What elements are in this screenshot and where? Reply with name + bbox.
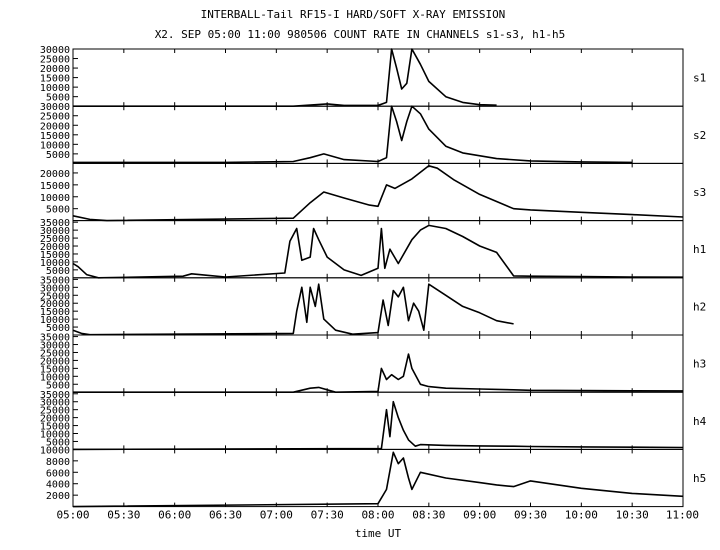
y-tick-label: 35000 [40, 333, 70, 344]
y-tick-label: 10000 [40, 372, 70, 383]
y-tick-label: 20000 [40, 121, 70, 132]
y-tick-label: 25000 [40, 291, 70, 302]
y-tick-label: 5000 [46, 323, 70, 334]
y-tick-label: 15000 [40, 131, 70, 142]
x-tick-label: 05:30 [107, 509, 140, 522]
y-tick-label: 5000 [46, 437, 70, 448]
chart-subtitle: X2. SEP 05:00 11:00 980506 COUNT RATE IN… [155, 28, 566, 41]
panel-label-h5: h5 [693, 472, 706, 485]
y-tick-label: 25000 [40, 234, 70, 245]
panel-label-s2: s2 [693, 129, 706, 142]
y-tick-label: 30000 [40, 341, 70, 352]
y-tick-label: 10000 [40, 83, 70, 94]
y-tick-label: 2000 [46, 491, 70, 502]
y-tick-label: 15000 [40, 422, 70, 433]
y-tick-label: 15000 [40, 181, 70, 192]
chart-title: INTERBALL-Tail RF15-I HARD/SOFT X-RAY EM… [201, 8, 506, 21]
y-tick-label: 25000 [40, 406, 70, 417]
series-line-s3 [72, 165, 684, 222]
panel-label-h1: h1 [693, 243, 706, 256]
y-tick-label: 5000 [46, 380, 70, 391]
y-tick-label: 20000 [40, 299, 70, 310]
x-tick-label: 06:30 [209, 509, 242, 522]
y-tick-label: 20000 [40, 64, 70, 75]
y-tick-label: 35000 [40, 275, 70, 286]
panel-label-h4: h4 [693, 415, 707, 428]
y-tick-label: 30000 [40, 45, 70, 56]
x-tick-label: 08:30 [412, 509, 445, 522]
y-tick-label: 5000 [46, 150, 70, 161]
panel-frame [72, 277, 684, 336]
y-tick-label: 25000 [40, 348, 70, 359]
panel-frame [72, 448, 684, 508]
panel-frame [72, 334, 684, 393]
series-line-s2 [73, 105, 633, 164]
panel-label-s3: s3 [693, 186, 706, 199]
y-tick-label: 15000 [40, 307, 70, 318]
panel-frame [72, 105, 684, 164]
series-line-h5 [72, 451, 684, 508]
x-tick-label: 10:30 [616, 509, 649, 522]
x-tick-label: 08:00 [361, 509, 394, 522]
series-line-h2 [72, 283, 514, 336]
y-tick-label: 30000 [40, 398, 70, 409]
panel-frame [72, 220, 684, 279]
y-tick-label: 15000 [40, 74, 70, 85]
y-tick-label: 15000 [40, 364, 70, 375]
series-line-h3 [73, 353, 684, 394]
y-tick-label: 20000 [40, 414, 70, 425]
series-line-s1 [73, 48, 497, 107]
series-line-h1 [72, 224, 684, 279]
panels: 30000250002000015000100005000s1300002500… [40, 45, 707, 508]
panel-label-h3: h3 [693, 358, 706, 371]
panel-label-s1: s1 [693, 72, 706, 85]
y-tick-label: 5000 [46, 93, 70, 104]
y-tick-label: 35000 [40, 218, 70, 229]
y-tick-label: 25000 [40, 55, 70, 66]
x-tick-label: 05:00 [56, 509, 89, 522]
y-tick-label: 30000 [40, 283, 70, 294]
y-tick-label: 25000 [40, 112, 70, 123]
y-tick-label: 6000 [46, 468, 70, 479]
x-axis: 05:00 05:30 06:00 06:30 07:00 07:30 08:00 08:30… [56, 509, 699, 522]
y-tick-label: 8000 [46, 457, 70, 468]
y-tick-label: 10000 [40, 315, 70, 326]
x-tick-label: 10:00 [565, 509, 598, 522]
y-tick-label: 5000 [46, 266, 70, 277]
y-tick-label: 20000 [40, 356, 70, 367]
y-tick-label: 10000 [40, 258, 70, 269]
y-tick-label: 10000 [40, 445, 70, 456]
y-tick-label: 4000 [46, 480, 70, 491]
y-tick-label: 10000 [40, 430, 70, 441]
x-tick-label: 07:30 [311, 509, 344, 522]
x-tick-label: 07:00 [260, 509, 293, 522]
y-tick-label: 30000 [40, 226, 70, 237]
y-tick-label: 35000 [40, 390, 70, 401]
series-line-h4 [72, 400, 684, 451]
x-tick-label: 06:00 [158, 509, 191, 522]
y-tick-label: 10000 [40, 193, 70, 204]
panel-label-h2: h2 [693, 300, 706, 313]
x-tick-label: 11:00 [666, 509, 699, 522]
y-tick-label: 15000 [40, 250, 70, 261]
x-tick-label: 09:30 [514, 509, 547, 522]
y-tick-label: 20000 [40, 242, 70, 253]
x-tick-label: 09:00 [463, 509, 496, 522]
panel-frame [72, 391, 684, 450]
y-tick-label: 30000 [40, 102, 70, 113]
panel-frame [72, 48, 684, 107]
y-tick-label: 10000 [40, 140, 70, 151]
y-tick-label: 20000 [40, 169, 70, 180]
x-axis-label: time UT [355, 527, 402, 540]
y-tick-label: 5000 [46, 205, 70, 216]
